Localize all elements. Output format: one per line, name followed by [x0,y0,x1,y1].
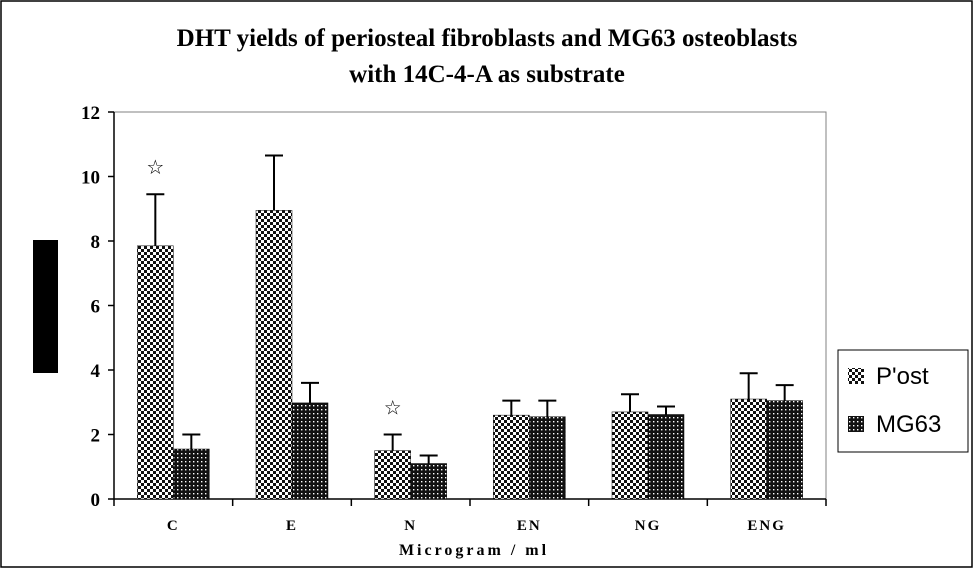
legend-label-mg63: MG63 [876,411,941,438]
bar-post-c [137,245,174,500]
x-tick-label: EN [517,518,542,534]
y-tick-label: 6 [91,297,101,318]
bar-mg63-n [410,463,447,500]
y-tick-label: 0 [91,490,101,511]
legend-swatch-post [848,368,864,384]
y-tick-label: 4 [91,361,101,382]
y-tick-label: 12 [81,103,100,124]
significance-star: ☆ [146,155,164,179]
plot-area [113,111,827,500]
x-axis-ticks: C E N EN NG ENG [113,499,827,534]
x-tick-label: E [286,518,298,534]
y-axis-label-redaction [33,240,58,373]
y-tick-label: 8 [91,232,101,253]
error-bars [146,154,794,464]
bar-mg63-e [291,402,329,500]
legend-box [837,349,969,453]
bar-post-en [493,414,530,500]
x-tick-label: ENG [747,518,786,534]
chart-subtitle: with 14C-4-A as substrate [349,61,625,88]
y-tick-label: 10 [81,168,100,189]
bar-post-ng [611,411,649,500]
x-tick-label: N [404,518,417,534]
bar-post-eng [730,398,767,500]
bar-mg63-en [529,416,566,500]
legend-swatch-mg63 [848,416,864,432]
x-tick-label: NG [635,518,662,534]
legend-label-post: P'ost [876,363,929,390]
significance-star: ☆ [384,396,402,420]
chart-title: DHT yields of periosteal fibroblasts and… [177,25,798,52]
annotations: ☆☆ [146,155,401,419]
x-tick-label: C [167,518,180,534]
bars [137,210,803,500]
bar-post-e [255,210,293,500]
bar-mg63-eng [766,400,803,500]
x-axis-label: Microgram / ml [399,542,549,559]
bar-post-n [374,450,411,500]
legend: P'ost MG63 [837,349,969,453]
y-tick-label: 2 [91,426,101,447]
bar-mg63-ng [647,414,685,500]
y-axis-ticks: 0 2 4 6 8 10 12 [81,103,114,511]
bar-mg63-c [173,448,210,500]
